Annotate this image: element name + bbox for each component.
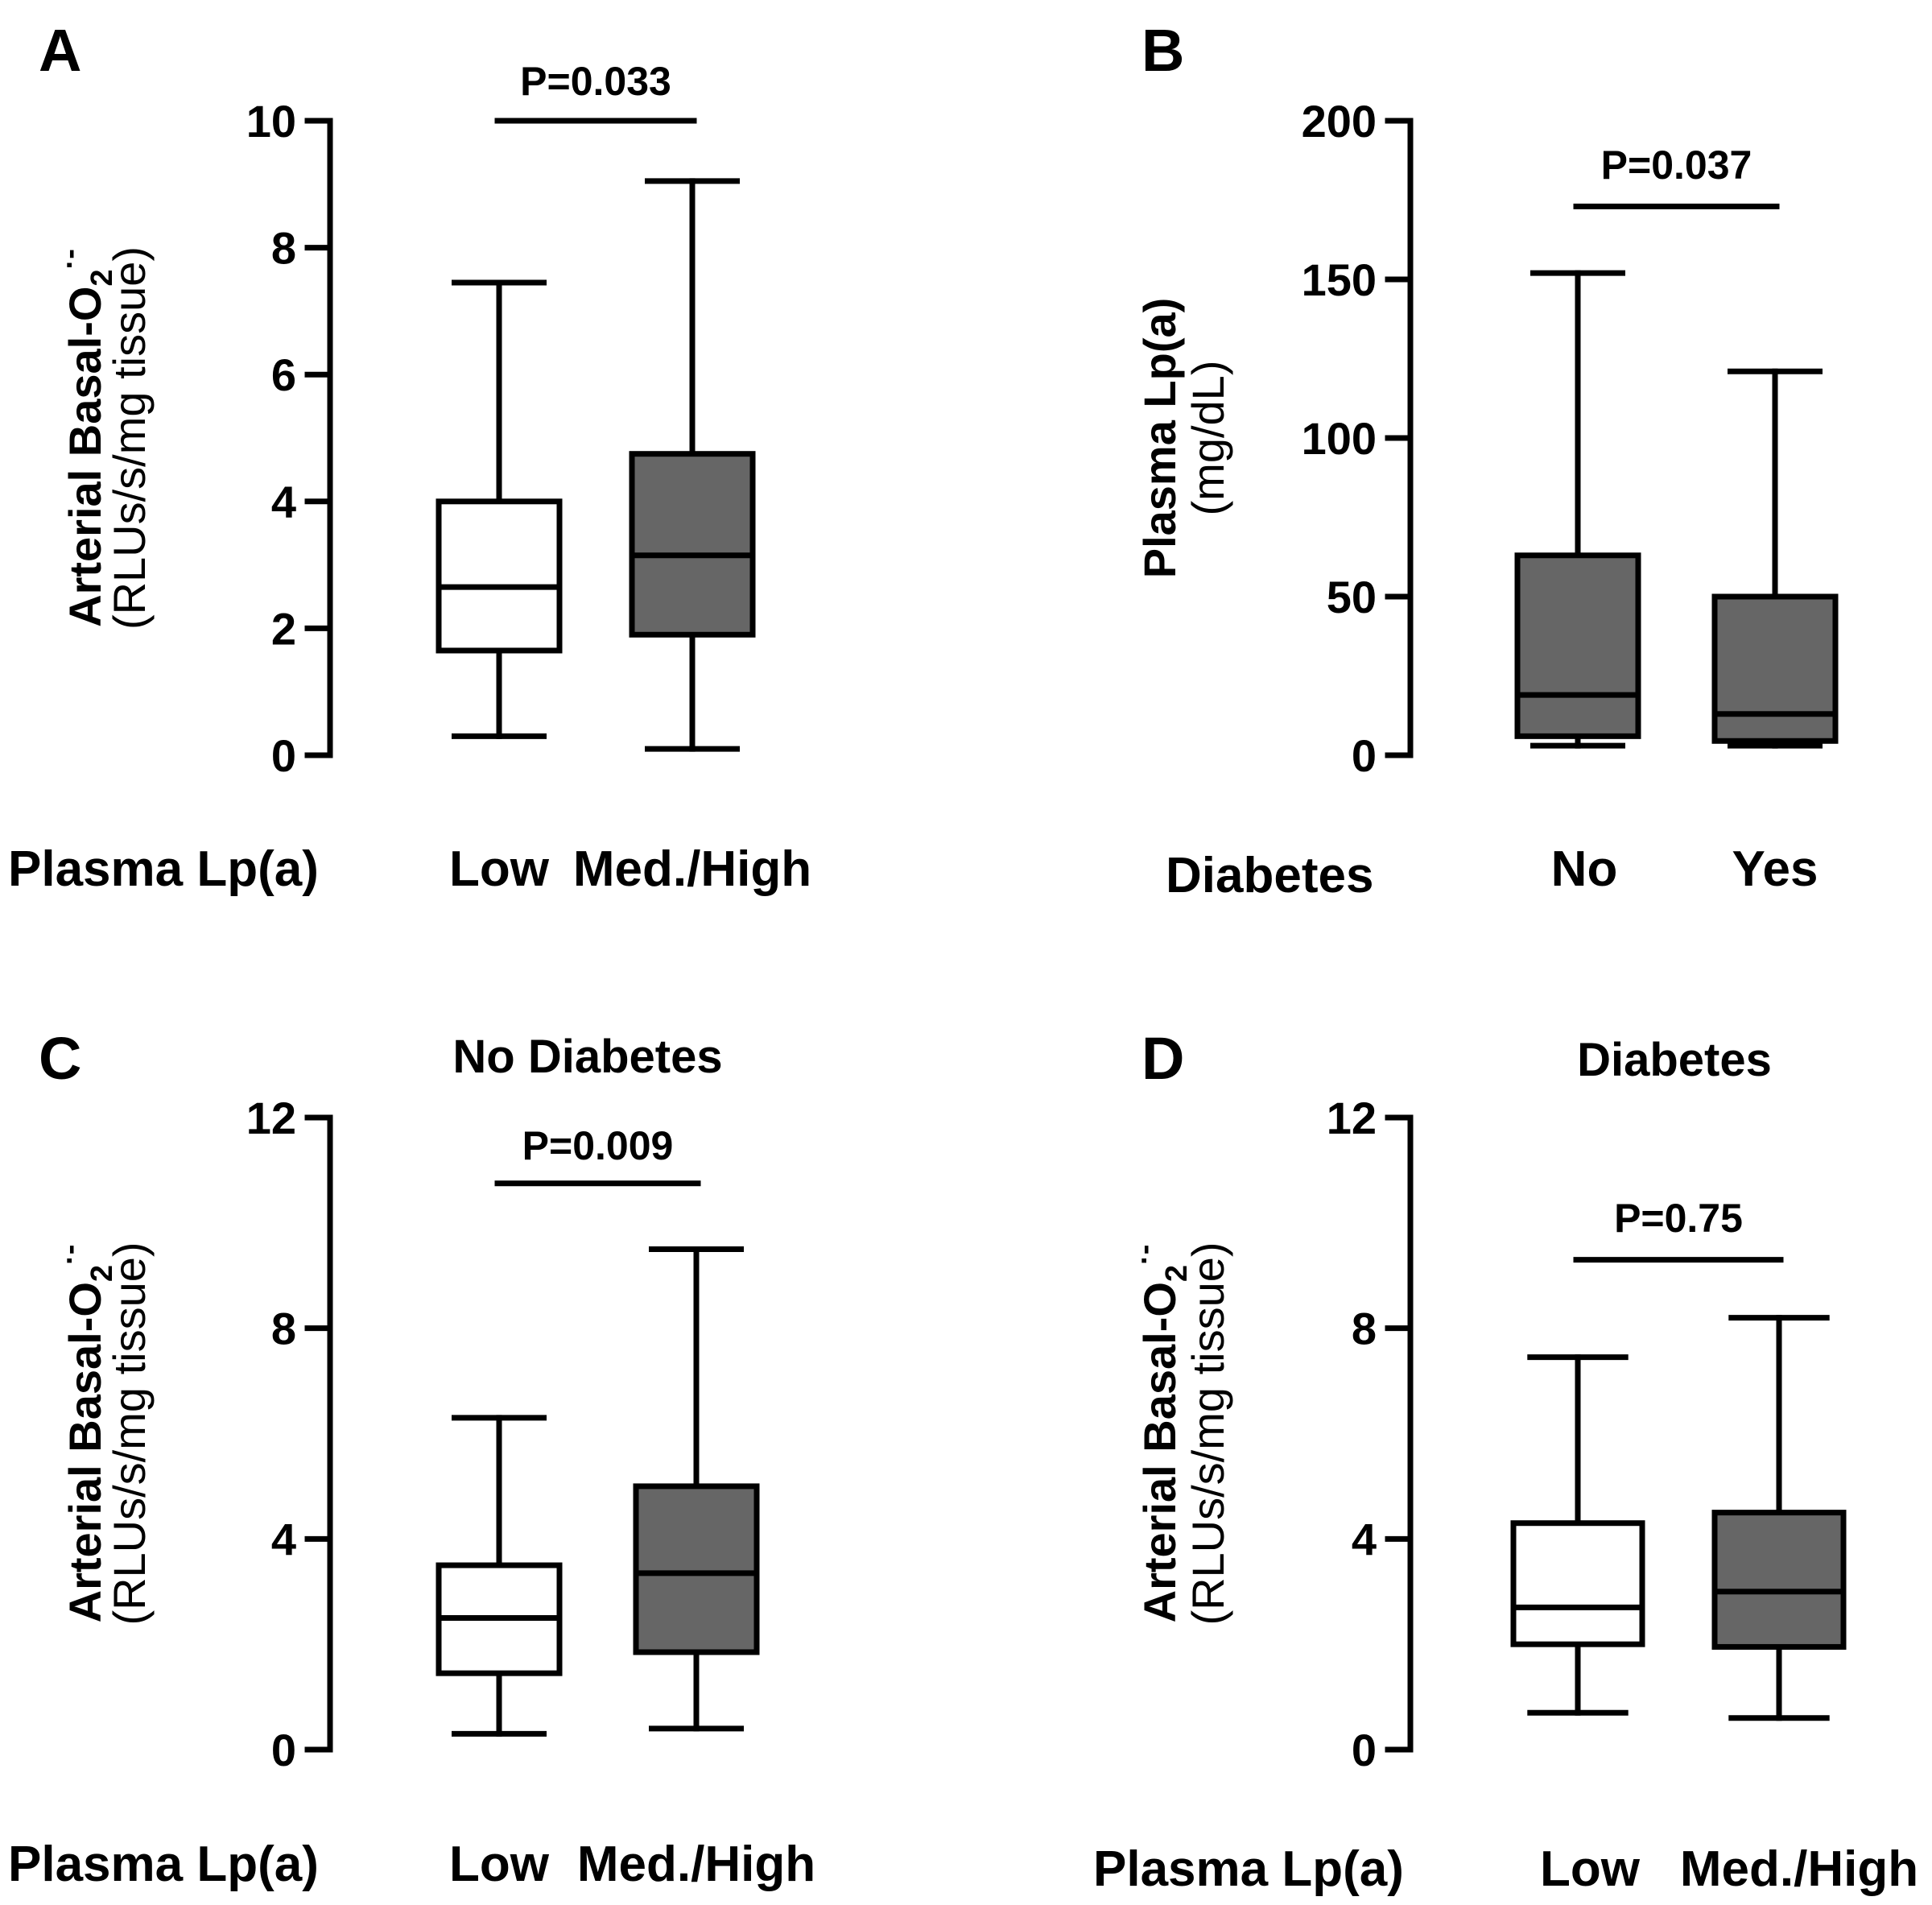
y-tick-label: 0 — [271, 1725, 296, 1775]
y-axis-units: (RLUs/s/mg tissue) — [1183, 1242, 1233, 1625]
iqr-box — [1711, 1510, 1847, 1650]
panel-letter: D — [1141, 1025, 1184, 1092]
category-label: Med./High — [577, 1837, 815, 1892]
p-value-label: P=0.75 — [1614, 1196, 1743, 1241]
y-tick-label: 0 — [1352, 1725, 1377, 1775]
y-axis-units: (RLUs/s/mg tissue) — [104, 246, 155, 630]
panel-a: A 0 2 4 6 8 10 Arterial Basal-O2·- (RLUs/s/mg ti… — [8, 17, 811, 897]
box-med-high — [1711, 1315, 1847, 1721]
y-tick-label: 50 — [1327, 572, 1377, 622]
panel-title: No Diabetes — [452, 1031, 722, 1083]
iqr-box — [1510, 1520, 1645, 1647]
box-med-high — [633, 1246, 760, 1732]
box-low — [436, 1415, 563, 1737]
category-label: Low — [449, 1837, 550, 1892]
box-low — [1510, 1354, 1645, 1716]
panel-letter: B — [1141, 17, 1184, 84]
x-axis-label: Plasma Lp(a) — [8, 1837, 319, 1892]
y-tick-label: 8 — [1352, 1304, 1377, 1354]
iqr-box — [1514, 552, 1641, 739]
y-tick-label: 2 — [271, 603, 296, 654]
y-tick-label: 4 — [271, 1514, 296, 1564]
y-tick-label: 6 — [271, 349, 296, 400]
category-label: No — [1551, 841, 1618, 897]
category-label: Med./High — [573, 841, 811, 897]
y-axis-units: (RLUs/s/mg tissue) — [104, 1242, 155, 1625]
category-label: Med./High — [1680, 1841, 1918, 1897]
panel-c: C No Diabetes 0 4 8 12 Arterial Basal-O2·- (RLU… — [8, 1025, 815, 1892]
y-tick-label: 200 — [1302, 96, 1377, 147]
panel-b: B 0 50 100 150 200 Plasma Lp(a)(mg/dL) P=0.037 D… — [1134, 17, 1839, 903]
y-tick-label: 0 — [1352, 730, 1377, 781]
y-tick-label: 8 — [271, 223, 296, 274]
x-axis-label: Plasma Lp(a) — [1093, 1841, 1404, 1897]
y-axis-label: Plasma Lp(a) — [1134, 298, 1185, 579]
y-tick-label: 100 — [1302, 413, 1377, 464]
y-tick-label: 8 — [271, 1304, 296, 1354]
box-low — [436, 279, 563, 739]
y-axis-label: Arterial Basal-O2·- — [53, 1245, 119, 1623]
y-axis-label: Arterial Basal-O2·- — [1128, 1245, 1194, 1623]
category-label: Low — [1540, 1841, 1641, 1897]
y-tick-label: 10 — [246, 96, 296, 147]
box-med-high — [629, 178, 756, 752]
p-value-label: P=0.037 — [1601, 143, 1752, 188]
panel-letter: C — [39, 1025, 81, 1092]
iqr-box — [633, 1483, 760, 1655]
iqr-box — [436, 498, 563, 654]
x-axis-label: Diabetes — [1166, 848, 1373, 903]
y-tick-label: 4 — [271, 477, 296, 527]
box-yes — [1711, 368, 1839, 749]
panel-title: Diabetes — [1577, 1034, 1772, 1086]
box-no — [1514, 270, 1641, 749]
y-axis-units: (mg/dL) — [1183, 361, 1233, 516]
p-value-label: P=0.009 — [522, 1123, 674, 1168]
iqr-box — [629, 451, 756, 638]
y-tick-label: 4 — [1352, 1514, 1377, 1564]
y-axis-label: Arterial Basal-O2·- — [53, 249, 119, 627]
x-axis-label: Plasma Lp(a) — [8, 841, 319, 897]
y-tick-label: 0 — [271, 730, 296, 781]
panel-d: D Diabetes 0 4 8 12 Arterial Basal-O2·- (RLUs/s… — [1093, 1025, 1918, 1897]
y-tick-label: 150 — [1302, 254, 1377, 305]
category-label: Low — [449, 841, 550, 897]
panel-letter: A — [39, 17, 81, 84]
y-tick-label: 12 — [1327, 1093, 1377, 1143]
p-value-label: P=0.033 — [520, 59, 671, 104]
y-tick-label: 12 — [246, 1093, 296, 1143]
category-label: Yes — [1732, 841, 1818, 897]
iqr-box — [1711, 593, 1839, 744]
